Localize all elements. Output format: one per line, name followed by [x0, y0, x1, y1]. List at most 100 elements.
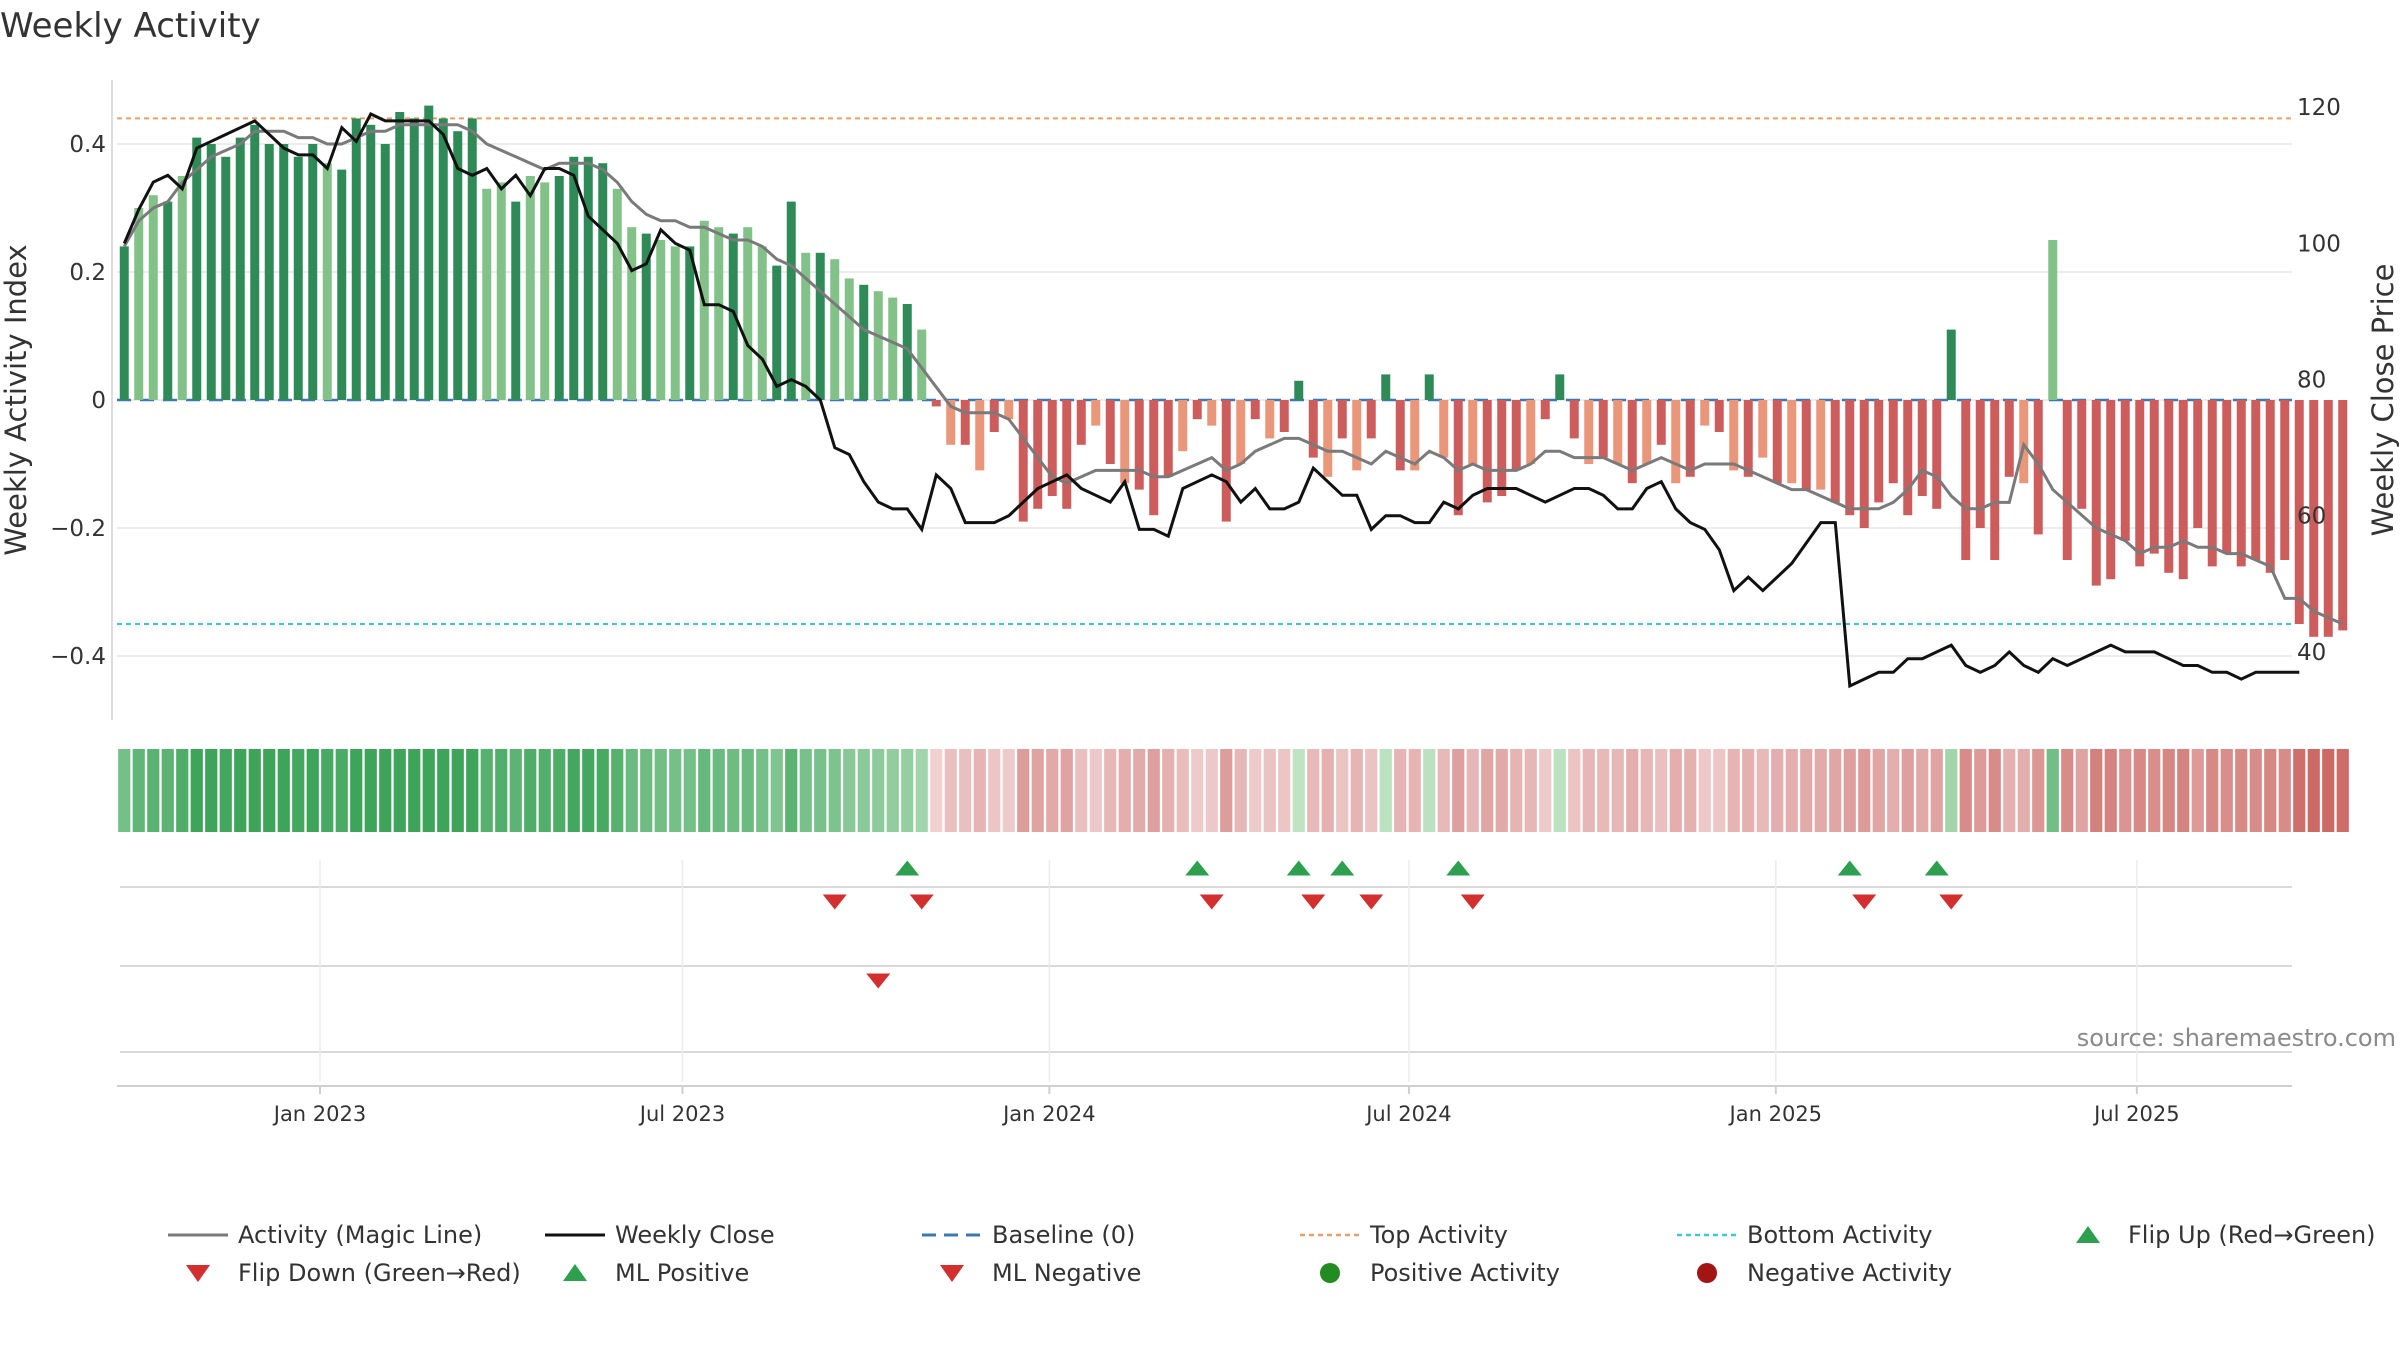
- activity-strip-cell: [1495, 749, 1508, 832]
- right-axis-title: Weekly Close Price: [2366, 264, 2400, 537]
- date-tick-label: Jul 2023: [638, 1102, 725, 1126]
- activity-bar: [1700, 400, 1710, 426]
- activity-strip-cell: [741, 749, 754, 832]
- right-tick-label: 60: [2297, 504, 2326, 530]
- activity-strip-cell: [1220, 749, 1233, 832]
- activity-strip-cell: [1539, 749, 1552, 832]
- activity-bar: [1018, 400, 1028, 522]
- activity-bar: [641, 233, 651, 400]
- activity-strip-cell: [205, 749, 218, 832]
- activity-strip-cell: [1176, 749, 1189, 832]
- activity-strip-cell: [1988, 749, 2001, 832]
- legend-label: ML Positive: [615, 1259, 749, 1287]
- flip-down-marker: [822, 894, 847, 910]
- activity-strip-cell: [321, 749, 334, 832]
- activity-bar: [1714, 400, 1724, 432]
- activity-strip-cell: [2336, 749, 2349, 832]
- flip-up-marker: [895, 860, 920, 876]
- legend-triangle-up-icon: [2076, 1226, 2100, 1243]
- activity-bar: [438, 118, 448, 401]
- flip-down-marker: [1852, 894, 1877, 910]
- activity-bar: [1569, 400, 1579, 439]
- activity-bar: [2120, 400, 2130, 541]
- flip-up-marker: [1837, 860, 1862, 876]
- flip-up-marker: [1286, 860, 1311, 876]
- activity-bar: [1729, 400, 1739, 471]
- activity-strip-cell: [654, 749, 667, 832]
- activity-strip-cell: [1466, 749, 1479, 832]
- activity-bar: [366, 124, 376, 401]
- activity-strip-cell: [857, 749, 870, 832]
- right-axis: 120 100 80 60 40: [2297, 95, 2341, 666]
- activity-strip-cell: [640, 749, 653, 832]
- activity-bar: [453, 131, 463, 400]
- activity-strip-cell: [2162, 749, 2175, 832]
- activity-bar: [1613, 400, 1623, 464]
- activity-strip-cell: [1321, 749, 1334, 832]
- activity-strip-cell: [1437, 749, 1450, 832]
- activity-strip-cell: [2133, 749, 2146, 832]
- activity-strip-cell: [1785, 749, 1798, 832]
- activity-bar: [2149, 400, 2159, 554]
- activity-bar: [496, 182, 506, 400]
- left-axis: 0.4 0.2 0 −0.2 −0.4: [50, 80, 113, 720]
- activity-bar: [1874, 400, 1884, 503]
- activity-strip-cell: [683, 749, 696, 832]
- activity-strip-cell: [1307, 749, 1320, 832]
- activity-strip-cell: [1829, 749, 1842, 832]
- activity-bar: [714, 227, 724, 400]
- activity-bar: [1743, 400, 1753, 477]
- legend-triangle-down-icon: [940, 1265, 964, 1282]
- activity-bar: [1932, 400, 1942, 509]
- activity-strip-cell: [466, 749, 479, 832]
- activity-strip-cell: [2322, 749, 2335, 832]
- activity-bar: [1250, 400, 1260, 420]
- activity-bar: [627, 227, 637, 400]
- activity-bar: [772, 265, 782, 400]
- reference-lines: [117, 117, 2292, 625]
- activity-strip-cell: [872, 749, 885, 832]
- activity-bar: [1178, 400, 1188, 452]
- activity-strip-cell: [611, 749, 624, 832]
- activity-bar: [2077, 400, 2087, 509]
- activity-bar: [409, 118, 419, 401]
- activity-strip-cell: [2191, 749, 2204, 832]
- flip-down-marker: [1199, 894, 1224, 910]
- activity-bar: [1859, 400, 1869, 528]
- activity-bar: [134, 208, 144, 400]
- activity-strip-cell: [524, 749, 537, 832]
- ml-negative-marker: [866, 973, 891, 989]
- activity-bar: [728, 233, 738, 400]
- activity-strip-cell: [437, 749, 450, 832]
- activity-strip-cell: [480, 749, 493, 832]
- activity-bar: [293, 156, 303, 400]
- activity-strip-cell: [1611, 749, 1624, 832]
- activity-strip-cell: [1060, 749, 1073, 832]
- activity-bar: [279, 144, 289, 400]
- flip-down-marker: [1939, 894, 1964, 910]
- activity-bar: [1207, 400, 1217, 426]
- activity-bar: [1845, 400, 1855, 516]
- right-tick-label: 100: [2297, 231, 2341, 257]
- activity-strip-cell: [1031, 749, 1044, 832]
- activity-bar: [989, 400, 999, 432]
- activity-strip-cell: [422, 749, 435, 832]
- activity-bar: [1482, 400, 1492, 503]
- date-tick-label: Jan 2024: [1001, 1102, 1096, 1126]
- activity-strip-cell: [1205, 749, 1218, 832]
- flip-down-marker: [1460, 894, 1485, 910]
- legend-item: Baseline (0): [922, 1221, 1135, 1249]
- activity-bar: [1511, 400, 1521, 471]
- date-tick-label: Jan 2025: [1728, 1102, 1823, 1126]
- activity-strip-cell: [1350, 749, 1363, 832]
- legend-item: Flip Up (Red→Green): [2076, 1221, 2376, 1249]
- activity-strip-cell: [582, 749, 595, 832]
- activity-bar: [1236, 400, 1246, 464]
- activity-strip-cell: [1843, 749, 1856, 832]
- activity-bar: [888, 297, 898, 400]
- activity-bar: [2164, 400, 2174, 573]
- activity-strip-cell: [1959, 749, 1972, 832]
- legend: Activity (Magic Line) Weekly Close Baselin…: [168, 1221, 2376, 1287]
- activity-strip-cell: [1292, 749, 1305, 832]
